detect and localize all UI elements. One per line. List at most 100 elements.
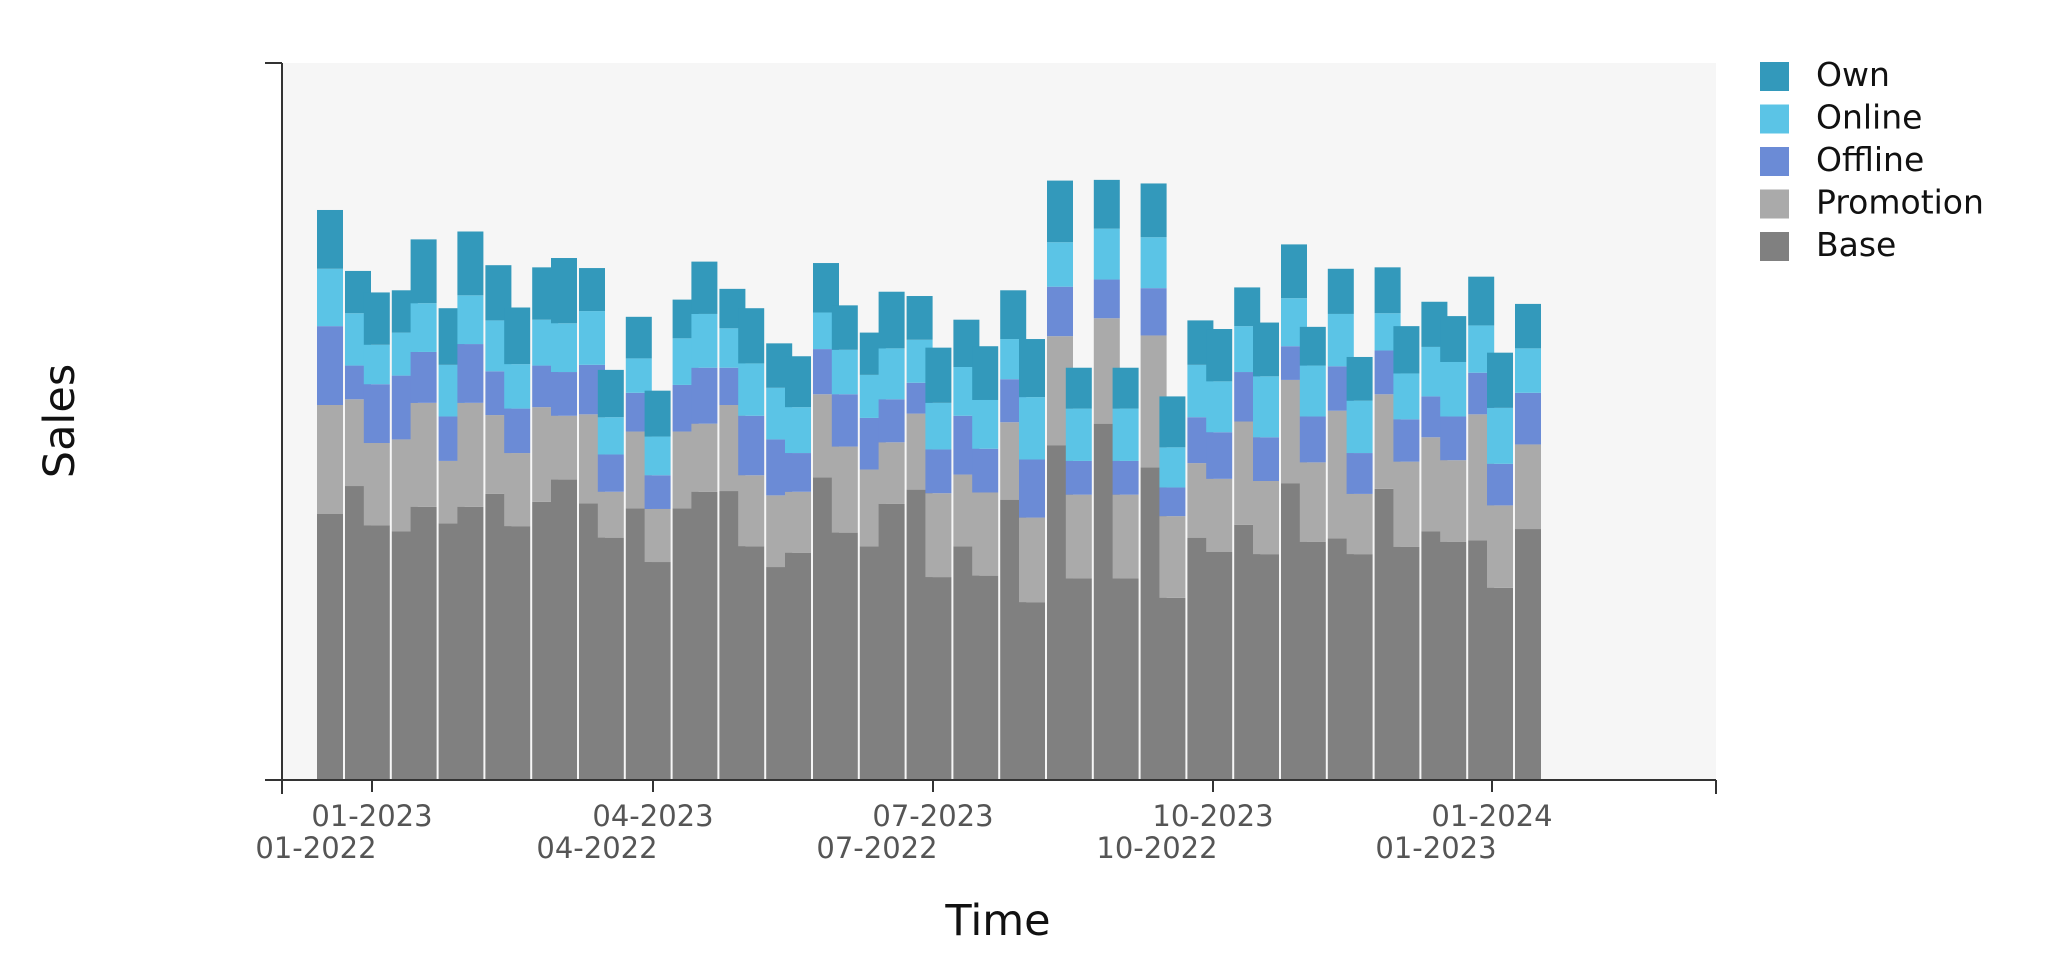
- bar-base-current-6: [551, 479, 577, 780]
- bar-own-previous-22: [1327, 268, 1354, 314]
- bar-base-current-13: [878, 503, 905, 780]
- bar-base-current-1: [317, 513, 343, 780]
- bar-online-current-16: [1019, 397, 1045, 460]
- bar-own-current-11: [785, 356, 811, 408]
- bar-promotion-current-5: [504, 453, 531, 527]
- bar-online-previous-6: [579, 311, 605, 365]
- bar-own-previous-21: [1281, 244, 1307, 299]
- bar-offline-current-8: [644, 475, 671, 509]
- bar-promotion-current-6: [551, 415, 577, 480]
- bar-online-current-19: [1159, 447, 1186, 488]
- bar-own-previous-26: [1515, 303, 1541, 349]
- bar-promotion-current-16: [1019, 517, 1045, 603]
- bar-own-current-26: [1487, 352, 1513, 408]
- bar-promotion-current-12: [831, 446, 858, 533]
- bar-online-current-3: [410, 303, 437, 352]
- bar-offline-current-14: [925, 449, 952, 494]
- bar-offline-current-5: [504, 408, 531, 454]
- bar-online-current-24: [1393, 373, 1420, 420]
- bar-own-previous-17: [1093, 179, 1120, 229]
- bar-base-previous-26: [1515, 529, 1541, 780]
- bar-offline-current-24: [1393, 419, 1420, 462]
- bar-base-current-17: [1065, 578, 1092, 780]
- bar-offline-current-11: [785, 453, 811, 492]
- bar-offline-previous-18: [1140, 288, 1167, 336]
- bar-offline-current-15: [972, 448, 999, 493]
- bar-offline-current-4: [457, 344, 484, 403]
- bar-offline-current-16: [1019, 459, 1045, 518]
- bar-base-current-15: [972, 575, 999, 780]
- bar-promotion-current-9: [691, 423, 718, 492]
- bar-online-current-17: [1065, 408, 1092, 461]
- bar-offline-current-17: [1065, 460, 1092, 495]
- bar-own-current-15: [972, 346, 999, 400]
- bar-own-current-10: [738, 308, 765, 364]
- legend-label-own: Own: [1816, 55, 1890, 94]
- x-tick-label-primary: 04-2023: [592, 799, 713, 833]
- bar-own-current-17: [1065, 367, 1092, 409]
- bar-online-current-21: [1253, 376, 1279, 438]
- bar-online-current-12: [831, 349, 858, 395]
- bar-promotion-current-2: [363, 443, 390, 526]
- legend-swatch-online: [1760, 104, 1789, 134]
- bar-offline-current-3: [410, 351, 437, 403]
- bar-online-current-11: [785, 407, 811, 454]
- x-tick-label-secondary: 04-2022: [536, 831, 657, 865]
- bar-base-current-18: [1112, 578, 1139, 780]
- bar-own-current-1: [317, 209, 343, 269]
- bar-promotion-current-13: [878, 442, 905, 504]
- x-tick-label-primary: 01-2023: [311, 799, 432, 833]
- bar-own-previous-15: [1000, 290, 1027, 340]
- bar-promotion-previous-26: [1515, 444, 1541, 530]
- bar-own-current-3: [410, 239, 437, 304]
- x-tick-label-secondary: 01-2023: [1375, 831, 1496, 865]
- legend-swatch-offline: [1760, 147, 1789, 176]
- bar-offline-current-2: [363, 384, 390, 444]
- bar-online-previous-26: [1515, 348, 1541, 393]
- bar-own-previous-7: [625, 316, 652, 359]
- bar-online-current-1: [317, 268, 343, 327]
- bar-promotion-current-18: [1112, 494, 1139, 579]
- bar-online-current-22: [1299, 365, 1326, 417]
- bar-own-current-14: [925, 347, 952, 403]
- bar-own-current-13: [878, 291, 905, 349]
- bar-online-current-2: [363, 344, 390, 385]
- bar-own-current-19: [1159, 396, 1186, 448]
- legend-swatch-promotion: [1760, 189, 1789, 219]
- bar-offline-current-10: [738, 415, 765, 476]
- bar-base-current-16: [1019, 602, 1045, 780]
- bar-offline-current-18: [1112, 460, 1139, 495]
- bar-offline-current-23: [1346, 453, 1373, 494]
- bar-own-current-9: [691, 261, 718, 314]
- bar-online-current-8: [644, 436, 671, 476]
- bar-base-current-3: [410, 506, 437, 780]
- bar-online-previous-17: [1093, 228, 1120, 280]
- bar-base-current-10: [738, 546, 765, 780]
- bar-promotion-current-17: [1065, 494, 1092, 579]
- legend-label-online: Online: [1816, 98, 1922, 137]
- bar-own-current-5: [504, 307, 531, 365]
- bar-own-current-24: [1393, 326, 1420, 374]
- bar-base-current-20: [1206, 551, 1233, 780]
- bar-base-current-24: [1393, 546, 1420, 781]
- bar-promotion-current-23: [1346, 493, 1373, 555]
- x-tick-label-primary: 01-2024: [1431, 799, 1552, 833]
- bar-offline-current-26: [1487, 463, 1513, 506]
- bar-promotion-current-7: [597, 491, 624, 538]
- bar-promotion-current-22: [1299, 462, 1326, 542]
- bar-online-current-25: [1440, 361, 1467, 417]
- bar-own-current-7: [597, 369, 624, 418]
- x-tick-label-secondary: 07-2022: [816, 831, 937, 865]
- bar-base-current-5: [504, 526, 531, 780]
- bar-own-current-22: [1299, 326, 1326, 366]
- x-tick-label-secondary: 01-2022: [255, 831, 376, 865]
- bar-base-current-22: [1299, 541, 1326, 780]
- y-axis-label: Sales: [35, 364, 85, 478]
- x-tick-label-primary: 10-2023: [1152, 799, 1273, 833]
- bar-base-current-11: [785, 552, 811, 780]
- bar-promotion-current-1: [317, 405, 343, 514]
- bar-promotion-current-3: [410, 402, 437, 507]
- bar-promotion-current-10: [738, 475, 765, 547]
